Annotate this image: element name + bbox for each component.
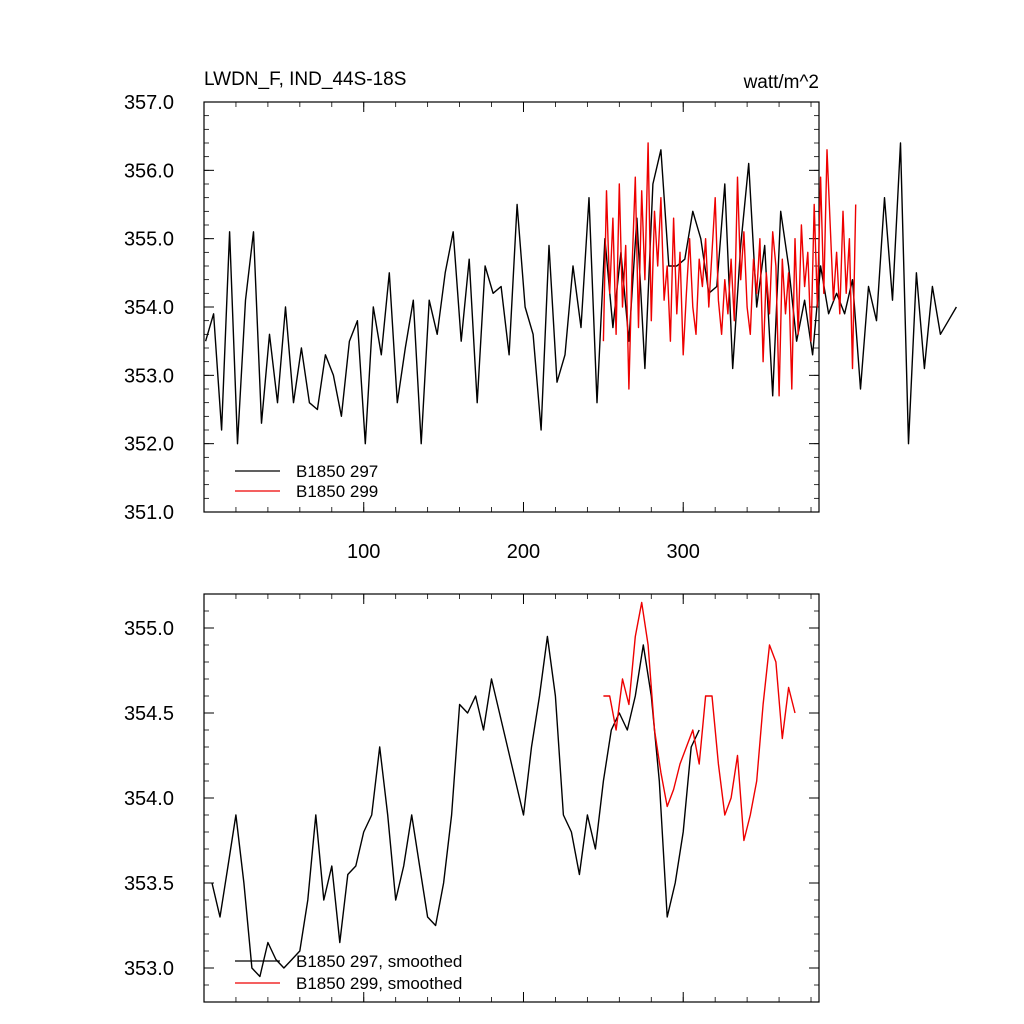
bottom-y-tick-label: 353.0	[124, 958, 174, 980]
bottom-y-tick-label: 354.0	[124, 788, 174, 810]
legend-label-b1850-299-smoothed: B1850 299, smoothed	[296, 974, 462, 993]
top-panel: LWDN_F, IND_44S-18S watt/m^2 351.0352.03…	[124, 69, 958, 563]
top-x-tick-label: 100	[347, 541, 380, 563]
bottom-series-line-b1850-299-smoothed	[603, 601, 796, 842]
bottom-y-tick-labels: 353.0 353.5 354.0 354.5 355.0	[124, 618, 174, 980]
bottom-panel: 353.0 353.5 354.0 354.5 355.0 B1850 297, smo…	[124, 593, 820, 1003]
bottom-y-tick-label: 353.5	[124, 873, 174, 895]
top-y-tick-label: 357.0	[124, 92, 174, 114]
top-y-tick-label: 352.0	[124, 434, 174, 456]
top-y-tick-label: 353.0	[124, 365, 174, 387]
bottom-tick-marks	[204, 593, 819, 1003]
legend-label-b1850-299: B1850 299	[296, 482, 378, 501]
top-x-tick-labels: 100 200 300	[347, 541, 700, 563]
top-y-tick-label: 356.0	[124, 160, 174, 182]
legend-label-b1850-297-smoothed: B1850 297, smoothed	[296, 952, 462, 971]
top-tick-marks	[204, 101, 819, 513]
top-legend: B1850 297 B1850 299	[235, 462, 378, 501]
legend-label-b1850-297: B1850 297	[296, 462, 378, 481]
top-chart-units: watt/m^2	[743, 72, 819, 93]
bottom-series-group	[211, 601, 796, 978]
top-y-tick-label: 354.0	[124, 297, 174, 319]
bottom-y-tick-label: 354.5	[124, 703, 174, 725]
top-y-tick-labels: 351.0 352.0 353.0 354.0 355.0 356.0 357.0	[124, 92, 174, 524]
top-x-tick-label: 300	[667, 541, 700, 563]
top-y-tick-label: 351.0	[124, 502, 174, 524]
top-chart-title: LWDN_F, IND_44S-18S	[204, 69, 406, 90]
top-series-line-b1850-297	[204, 142, 958, 445]
bottom-legend: B1850 297, smoothed B1850 299, smoothed	[235, 952, 462, 993]
bottom-plot-frame	[203, 593, 820, 1003]
bottom-y-tick-label: 355.0	[124, 618, 174, 640]
bottom-series-line-b1850-297-smoothed	[211, 635, 700, 978]
top-x-tick-label: 200	[507, 541, 540, 563]
top-series-group	[204, 142, 958, 445]
top-series-line-b1850-299	[602, 142, 857, 397]
top-y-tick-label: 355.0	[124, 229, 174, 251]
